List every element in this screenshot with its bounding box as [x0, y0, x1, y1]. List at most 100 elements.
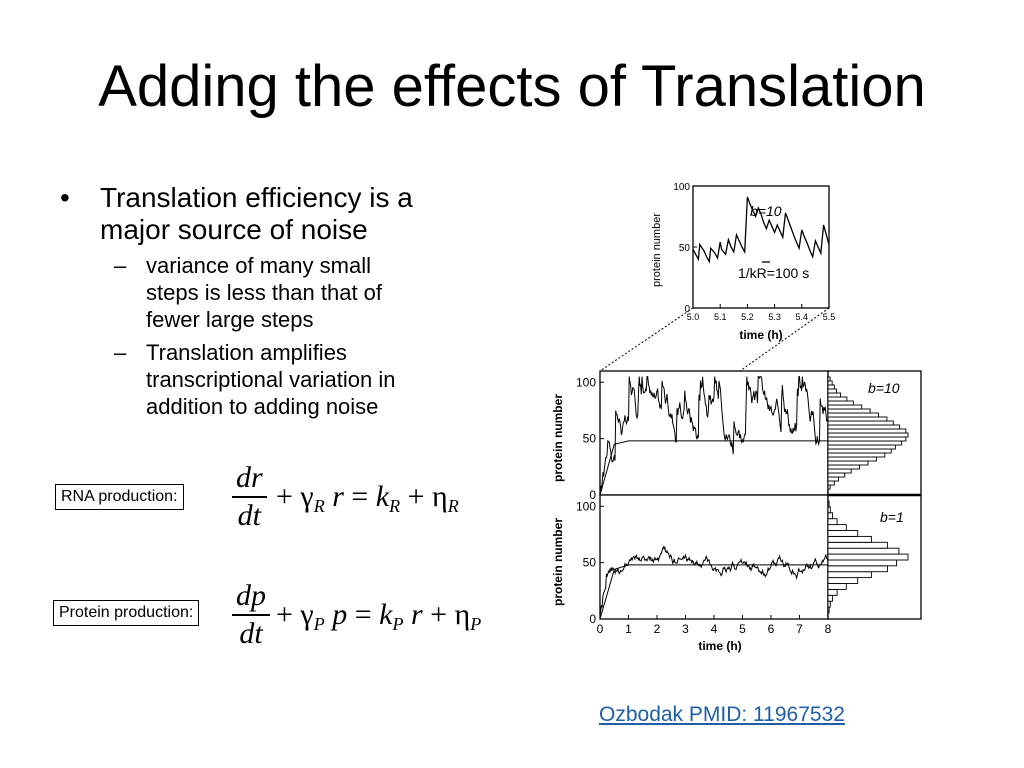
bottom-histogram-bar [827, 530, 859, 537]
bottom-panel-x-tick-label: 4 [711, 622, 718, 636]
protein-derivative: dp dt [232, 578, 270, 652]
top-histogram-annotation: b=10 [868, 380, 900, 396]
top-histogram-bar [827, 420, 894, 426]
inset-annotation-b: b=10 [750, 203, 782, 219]
bottom-histogram-bar [827, 512, 834, 520]
rna-equation: dr dt + γR r = kR + ηR [232, 460, 492, 540]
bottom-histogram-bar [827, 547, 900, 555]
inset-ylabel: protein number [651, 213, 663, 287]
histogram-panels: b=10 b=1 [827, 370, 922, 620]
bottom-panel-x-tick-label: 7 [796, 622, 803, 636]
bottom-panel-x-tick-label: 0 [597, 622, 604, 636]
bottom-histogram-bar [827, 506, 831, 514]
sub-bullet-1-line3: fewer large steps [146, 307, 314, 332]
top-panel-ylabel: protein number [551, 394, 565, 482]
bottom-histogram-bar [827, 594, 834, 602]
top-histogram-bar [827, 436, 907, 442]
top-histogram-bar [827, 440, 903, 446]
top-histogram-bar [827, 376, 831, 382]
bottom-histogram-bar [827, 559, 898, 567]
bullet-dot: • [60, 182, 70, 213]
top-histogram-bar [827, 428, 907, 434]
inset-x-tick-label: 5.2 [741, 312, 754, 322]
top-panel-series-line [599, 376, 829, 491]
bottom-histogram-bar [827, 606, 830, 614]
sub-bullet-dash: – [114, 253, 127, 278]
inset-x-tick-label: 5.3 [768, 312, 781, 322]
bottom-histogram-bar [827, 518, 838, 526]
top-histogram-bar [827, 396, 848, 402]
bullet-main-line1: Translation efficiency is a [100, 182, 413, 213]
bottom-histogram-bar [827, 583, 847, 590]
bottom-panel-xlabel: time (h) [698, 639, 741, 653]
top-histogram-bar [827, 476, 839, 482]
protein-equation-rhs: + γP p = kP r + ηP [276, 598, 482, 634]
top-histogram-bar [827, 400, 854, 406]
rna-derivative: dr dt [232, 460, 267, 534]
inset-x-tick-label: 5.4 [796, 312, 809, 322]
bottom-histogram-bar [827, 535, 872, 543]
sub-bullet-dash: – [114, 340, 127, 365]
bottom-histogram-bar [827, 541, 888, 549]
protein-production-label: Protein production: [53, 600, 200, 626]
top-panel-mean-line [599, 440, 828, 496]
rna-derivative-denominator: dt [237, 499, 262, 532]
protein-derivative-numerator: dp [232, 578, 270, 616]
top-histogram-bar [827, 460, 869, 466]
inset-frame [692, 185, 830, 309]
top-histogram-bar [827, 416, 888, 422]
bottom-panel-mean-line [599, 564, 828, 620]
inset-annotation-k: 1/kR=100 s [738, 265, 809, 281]
sub-bullet-1-line2: steps is less than that of [146, 280, 383, 305]
bottom-histogram-bar [827, 588, 838, 596]
bottom-histogram-bar [827, 565, 888, 573]
bottom-panel-x-tick-label: 5 [739, 622, 746, 636]
citation-link[interactable]: Ozbodak PMID: 11967532 [599, 703, 845, 726]
bottom-histogram-bar [827, 577, 859, 584]
bottom-panel-y-tick-label: 50 [583, 556, 597, 570]
top-histogram-bar [827, 480, 835, 486]
top-histogram-bar [827, 412, 879, 418]
top-histogram-bar [827, 432, 909, 438]
sub-bullet-2: – Translation amplifies transcriptional … [60, 339, 500, 420]
bottom-histogram-annotation: b=1 [880, 509, 904, 525]
top-histogram-bar [827, 392, 842, 398]
bottom-histogram-bar [827, 500, 830, 508]
rna-production-label: RNA production: [55, 484, 184, 510]
top-histogram-bar [827, 468, 852, 474]
sub-bullet-1-line1: variance of many small [146, 253, 371, 278]
inset-x-tick-label: 5.0 [687, 312, 700, 322]
bottom-panel-y-tick-label: 100 [576, 499, 596, 513]
inset-x-tick-label: 5.5 [823, 312, 836, 322]
bullet-list: • Translation efficiency is a major sour… [60, 182, 500, 420]
inset-y-tick-label: 0 [684, 304, 690, 315]
top-histogram-bar [827, 484, 831, 490]
bottom-panel-ylabel: protein number [551, 518, 565, 606]
sub-bullet-1: – variance of many small steps is less t… [60, 252, 500, 333]
top-histogram-bar [827, 448, 892, 454]
top-histogram-bar [827, 444, 896, 450]
bottom-histogram-bar [827, 600, 831, 608]
bottom-histogram-bar [827, 524, 847, 531]
bottom-panel-series-line [599, 545, 829, 616]
zoom-connector-left [599, 307, 694, 372]
top-panel-y-tick-label: 100 [576, 375, 596, 389]
bottom-panel-x-tick-label: 2 [654, 622, 661, 636]
top-histogram-bar [827, 384, 835, 390]
top-histogram-bar [827, 388, 837, 394]
bottom-histogram-bar [827, 553, 909, 561]
sub-bullet-2-line3: addition to adding noise [146, 394, 379, 419]
bullet-main: • Translation efficiency is a major sour… [60, 182, 500, 246]
protein-equation: dp dt + γP p = kP r + ηP [232, 578, 512, 658]
top-panel-y-tick-label: 50 [583, 432, 597, 446]
inset-x-tick-label: 5.1 [714, 312, 727, 322]
top-histogram-bar [827, 464, 861, 470]
top-histogram-bar [827, 424, 901, 430]
top-panel-y-tick-label: 0 [589, 488, 596, 502]
inset-y-tick-label: 50 [679, 243, 691, 254]
bullet-main-line2: major source of noise [100, 214, 368, 245]
inset-series-line [692, 196, 830, 264]
